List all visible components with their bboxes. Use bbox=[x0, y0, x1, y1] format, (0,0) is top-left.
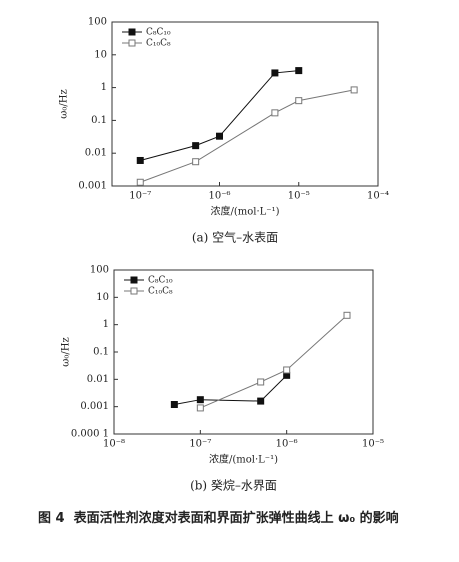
caption-text: 表面活性剂浓度对表面和界面扩张弹性曲线上 ω₀ 的影响 bbox=[73, 511, 399, 526]
x-tick-label: 10⁻⁶ bbox=[208, 191, 230, 202]
y-tick-label: 0.001 bbox=[78, 181, 107, 192]
x-tick-label: 10⁻⁸ bbox=[103, 439, 125, 450]
y-tick-label: 0.1 bbox=[91, 115, 107, 126]
chart-title: (b) 癸烷–水界面 bbox=[190, 479, 277, 493]
y-tick-label: 0.01 bbox=[87, 374, 109, 385]
caption-label: 图 4 bbox=[38, 511, 65, 526]
plot-frame bbox=[111, 21, 379, 187]
x-tick-label: 10⁻⁷ bbox=[129, 191, 151, 202]
y-tick-label: 10 bbox=[96, 292, 109, 303]
x-axis-label: 浓度/(mol·L⁻¹) bbox=[209, 453, 278, 466]
legend-marker bbox=[128, 39, 136, 47]
figure-caption: 图 4 表面活性剂浓度对表面和界面扩张弹性曲线上 ω₀ 的影响 bbox=[38, 508, 438, 530]
data-point bbox=[216, 132, 224, 140]
figure: 10⁻⁷ 10⁻⁶ 10⁻⁵ 10⁻⁴ 0.001 0.01 0.1 1 10 100 浓度/(mo… bbox=[59, 17, 390, 493]
data-point bbox=[295, 67, 303, 75]
data-point bbox=[136, 156, 144, 164]
y-tick-label: 1 bbox=[103, 319, 109, 330]
data-point bbox=[350, 86, 358, 94]
legend-label: C₁₀C₈ bbox=[146, 39, 171, 49]
legend-marker bbox=[128, 28, 136, 36]
chart-title: (a) 空气–水表面 bbox=[192, 230, 278, 245]
legend-marker bbox=[130, 276, 138, 284]
series-line bbox=[200, 314, 348, 409]
y-tick-label: 100 bbox=[90, 265, 109, 276]
x-tick-label: 10⁻⁶ bbox=[276, 439, 298, 450]
data-point bbox=[136, 178, 144, 186]
x-tick-label: 10⁻⁷ bbox=[189, 439, 211, 450]
x-axis-label: 浓度/(mol·L⁻¹) bbox=[211, 205, 280, 218]
data-point bbox=[283, 366, 291, 374]
x-tick-label: 10⁻⁵ bbox=[362, 439, 384, 450]
data-point bbox=[271, 109, 279, 117]
series-line bbox=[174, 374, 288, 405]
data-point bbox=[192, 142, 200, 150]
data-point bbox=[170, 401, 178, 409]
x-tick-label: 10⁻⁵ bbox=[288, 191, 310, 202]
x-tick-label: 10⁻⁴ bbox=[367, 191, 389, 202]
data-point bbox=[271, 69, 279, 77]
data-point bbox=[196, 404, 204, 412]
data-point bbox=[295, 97, 303, 105]
legend-label: C₈C₁₀ bbox=[146, 28, 171, 38]
data-point bbox=[196, 396, 204, 404]
legend-marker bbox=[130, 287, 138, 295]
y-tick-label: 100 bbox=[88, 17, 107, 28]
legend-label: C₁₀C₈ bbox=[148, 287, 173, 297]
data-point bbox=[257, 378, 265, 386]
y-tick-label: 1 bbox=[101, 82, 107, 93]
series-line bbox=[140, 89, 355, 183]
y-tick-label: 0.1 bbox=[93, 347, 109, 358]
y-axis-label: ω₀/Hz bbox=[59, 89, 70, 119]
y-tick-label: 0.001 bbox=[80, 401, 109, 412]
data-point bbox=[343, 311, 351, 319]
y-tick-label: 0.000 1 bbox=[71, 429, 109, 440]
data-point bbox=[192, 158, 200, 166]
y-axis-label: ω₀/Hz bbox=[61, 337, 72, 367]
data-point bbox=[257, 397, 265, 405]
y-tick-label: 0.01 bbox=[85, 148, 107, 159]
y-tick-label: 10 bbox=[94, 49, 107, 60]
legend-label: C₈C₁₀ bbox=[148, 276, 173, 286]
